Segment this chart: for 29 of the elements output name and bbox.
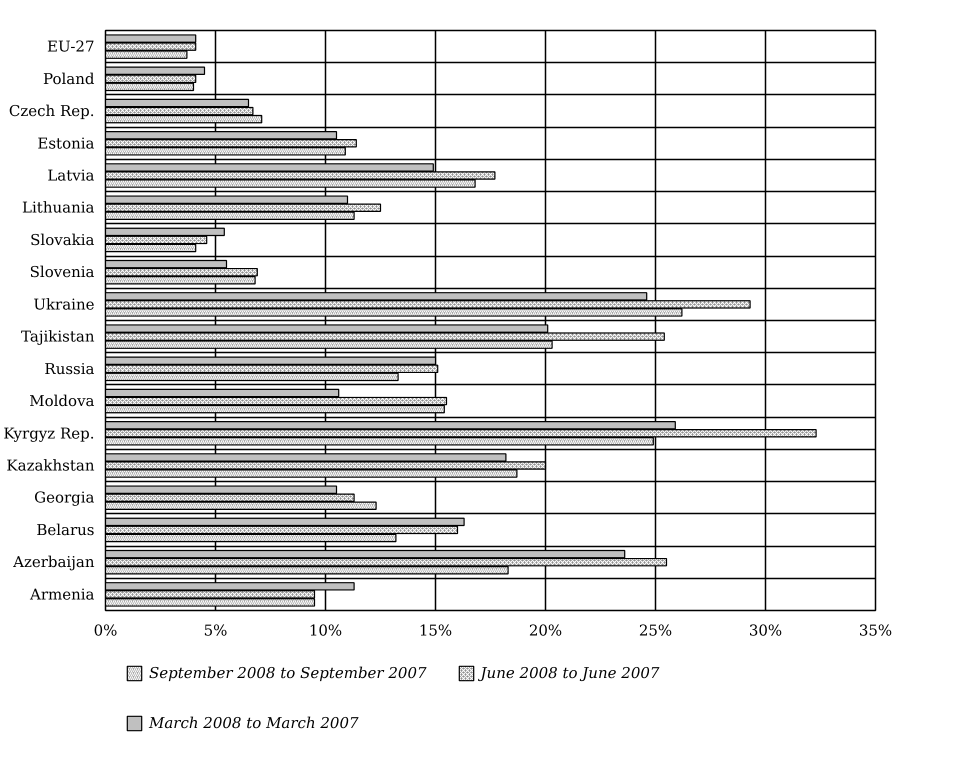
x-tick-label: 30% (748, 622, 782, 640)
x-tick-label: 0% (94, 622, 118, 640)
legend-label: June 2008 to June 2007 (480, 664, 660, 682)
legend-label: September 2008 to September 2007 (149, 664, 427, 682)
y-tick-label: Belarus (36, 520, 95, 539)
x-tick-label: 15% (418, 622, 452, 640)
y-tick-label: Slovakia (30, 230, 95, 249)
y-tick-label: Czech Rep. (8, 102, 95, 120)
y-tick-label: Armenia (28, 585, 95, 604)
x-tick-label: 20% (528, 622, 562, 640)
y-tick-label: Poland (42, 70, 95, 88)
x-tick-label: 10% (308, 622, 342, 640)
x-tick-label: 25% (638, 622, 672, 640)
y-tick-label: Tajikistan (21, 328, 95, 346)
x-tick-label: 35% (858, 622, 892, 640)
y-tick-label: EU-27 (47, 38, 94, 56)
y-tick-label: Slovenia (30, 263, 95, 282)
y-tick-label: Russia (44, 360, 95, 378)
y-tick-label: Kazakhstan (6, 456, 95, 474)
y-tick-label: Ukraine (33, 295, 95, 314)
legend-label: March 2008 to March 2007 (149, 714, 359, 732)
y-tick-label: Estonia (37, 134, 95, 152)
y-tick-label: Georgia (34, 488, 95, 507)
y-tick-label: Kyrgyz Rep. (3, 424, 95, 442)
y-tick-label: Moldova (29, 392, 95, 410)
y-tick-label: Azerbaijan (12, 553, 95, 572)
x-tick-label: 5% (204, 622, 228, 640)
y-tick-label: Lithuania (22, 198, 95, 217)
y-tick-label: Latvia (47, 166, 95, 184)
